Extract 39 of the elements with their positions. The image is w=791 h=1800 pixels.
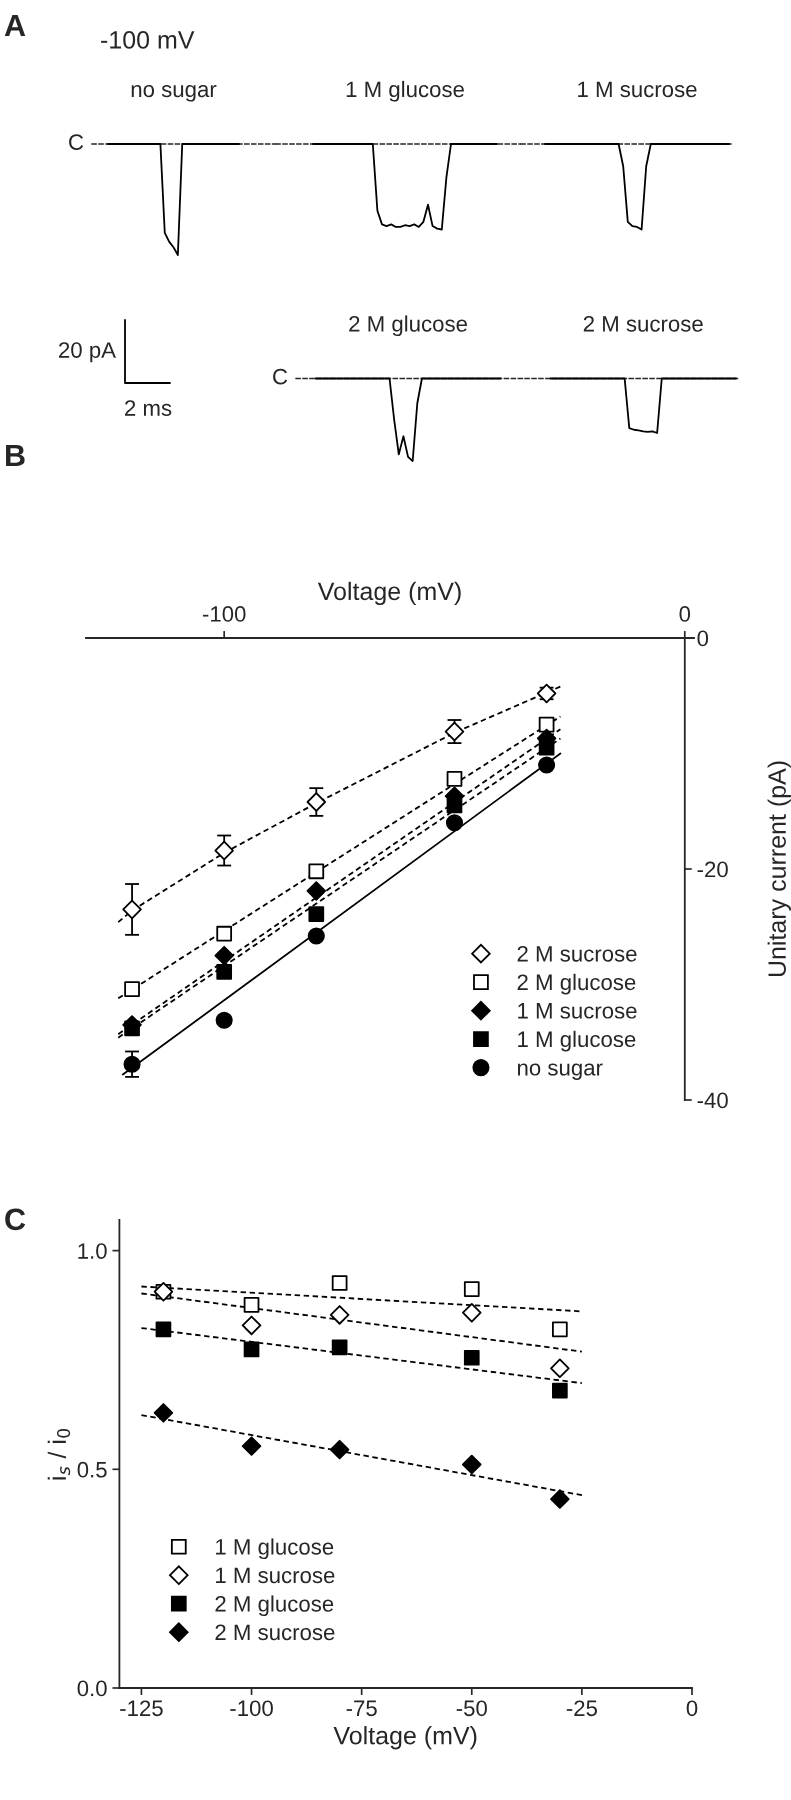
text: 2 ms bbox=[125, 400, 172, 416]
y-tick-label: 1.0 bbox=[78, 1243, 107, 1259]
x-tick-label: -125 bbox=[120, 1700, 163, 1717]
legend-label: 2 M glucose bbox=[215, 1595, 334, 1617]
chart-title: C bbox=[5, 1208, 26, 1231]
y-tick-label: 0.0 bbox=[77, 1680, 107, 1697]
chart-title: A bbox=[4, 14, 26, 36]
text: 2 M sucrose bbox=[583, 315, 703, 332]
text: 20 pA bbox=[59, 342, 116, 363]
y-tick-label: 0 bbox=[697, 630, 709, 647]
x-tick-label: -25 bbox=[566, 1700, 598, 1717]
text: -100 mV bbox=[101, 31, 195, 49]
x-tick-label: -75 bbox=[346, 1700, 377, 1717]
y-tick-label: 0.5 bbox=[77, 1461, 107, 1478]
text: C bbox=[69, 134, 84, 150]
legend-label: 1 M sucrose bbox=[216, 1567, 335, 1584]
legend-label: 2 M sucrose bbox=[517, 945, 637, 962]
chart-title: B bbox=[6, 444, 25, 466]
x-tick-label: 0 bbox=[686, 1700, 698, 1717]
y-tick-label: -20 bbox=[697, 861, 728, 878]
legend-label: 2 M glucose bbox=[517, 973, 636, 995]
legend-label: 1 M glucose bbox=[518, 1030, 636, 1052]
text: 1 M sucrose bbox=[578, 81, 697, 98]
series-label: 2 M glucose bbox=[349, 315, 467, 337]
y-axis-title: i$_{s}$ / i$_{0}$ bbox=[47, 1428, 71, 1480]
x-axis-title: Voltage (mV) bbox=[333, 1726, 477, 1750]
legend-label: 2 M sucrose bbox=[215, 1624, 335, 1641]
x-axis-title: Voltage (mV) bbox=[317, 581, 461, 606]
x-tick-label: -100 bbox=[230, 1700, 273, 1717]
x-tick-label: -100 bbox=[202, 606, 246, 622]
x-tick-label: -50 bbox=[456, 1700, 487, 1717]
series-label: no sugar bbox=[131, 85, 217, 102]
legend-label: 1 M glucose bbox=[216, 1538, 334, 1560]
y-axis-title: Unitary current (pA) bbox=[767, 761, 791, 977]
legend-label: 1 M sucrose bbox=[518, 1003, 637, 1019]
y-tick-label: -40 bbox=[697, 1092, 728, 1109]
legend-label: no sugar bbox=[517, 1063, 603, 1080]
text: C bbox=[273, 368, 288, 385]
series-label: 1 M glucose bbox=[346, 80, 464, 102]
